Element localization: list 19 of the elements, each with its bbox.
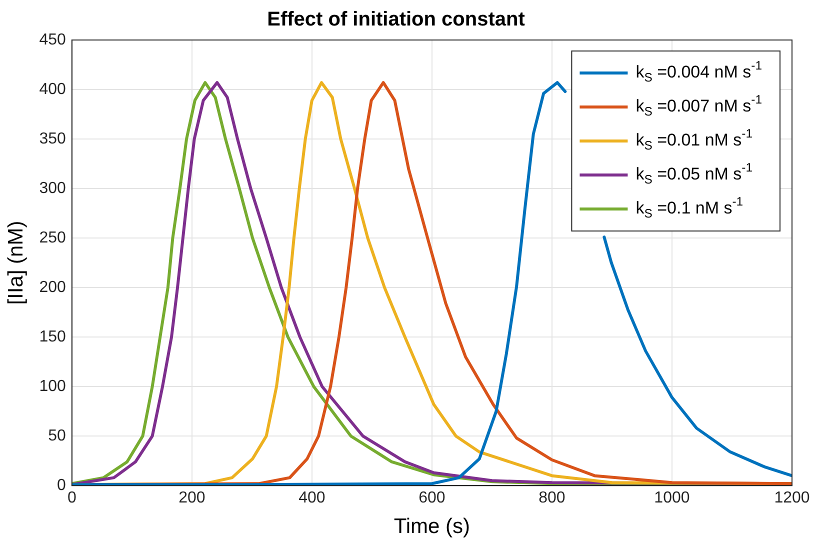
y-tick-label: 350 [39, 130, 66, 148]
y-tick-label: 300 [39, 180, 66, 197]
y-tick-label: 400 [39, 80, 66, 98]
y-tick-label: 0 [56, 477, 66, 494]
x-tick-label: 800 [538, 490, 566, 507]
y-tick-label: 450 [39, 31, 66, 48]
y-tick-label: 200 [39, 278, 66, 296]
y-tick-label: 100 [39, 378, 66, 395]
x-tick-label: 400 [298, 490, 326, 507]
x-tick-label: 200 [178, 490, 206, 507]
chart-title: Effect of initiation constant [267, 8, 526, 31]
x-axis-title: Time (s) [394, 515, 470, 538]
y-tick-label: 150 [39, 328, 66, 346]
y-axis-title: [IIa] (nM) [4, 220, 28, 305]
x-tick-label: 1200 [774, 490, 810, 507]
x-tick-label: 600 [418, 490, 446, 507]
x-tick-label: 1000 [654, 490, 690, 507]
y-tick-label: 250 [39, 229, 66, 246]
y-tick-label: 50 [48, 427, 66, 444]
